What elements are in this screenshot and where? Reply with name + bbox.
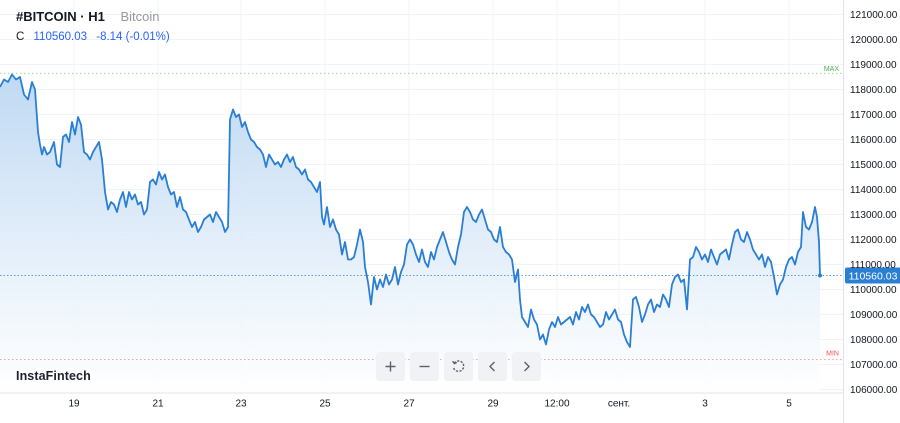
scroll-left-button[interactable] — [478, 352, 507, 381]
zoom-out-button[interactable] — [410, 352, 439, 381]
x-tick-label: 27 — [403, 399, 415, 410]
y-tick-label: 118000.00 — [850, 85, 897, 96]
reset-button[interactable] — [444, 352, 473, 381]
y-axis: 121000.00 120000.00 119000.00 118000.00 1170… — [850, 10, 898, 396]
symbol-description: Bitcoin — [120, 9, 160, 24]
chevron-right-icon — [524, 361, 530, 372]
price-area — [0, 74, 820, 393]
x-tick-label: 5 — [786, 399, 792, 410]
ohlc-readout: C 110560.03 -8.14 (-0.01%) — [16, 31, 170, 43]
reset-icon — [452, 360, 465, 373]
y-tick-label: 115000.00 — [850, 160, 897, 171]
x-tick-label: 12:00 — [544, 399, 569, 410]
y-tick-label: 120000.00 — [850, 35, 898, 46]
price-change: -8.14 (-0.01%) — [96, 31, 170, 43]
y-tick-label: 110000.00 — [850, 285, 897, 296]
x-axis: 19 21 23 25 27 29 12:00 сент. 3 5 — [68, 399, 792, 410]
x-tick-label: 25 — [319, 399, 331, 410]
y-tick-label: 111000.00 — [850, 260, 896, 271]
zoom-in-button[interactable] — [376, 352, 405, 381]
x-tick-label: 21 — [152, 399, 164, 410]
chart-header: #BITCOIN · H1 Bitcoin — [16, 9, 160, 24]
close-value: 110560.03 — [33, 31, 88, 43]
y-tick-label: 114000.00 — [850, 185, 897, 196]
y-tick-label: 116000.00 — [850, 135, 897, 146]
brand-logo: InstaFintech — [16, 369, 91, 383]
chart-toolbar — [376, 352, 541, 381]
y-tick-label: 109000.00 — [850, 310, 898, 321]
plus-icon — [385, 361, 396, 372]
last-price-badge — [845, 267, 900, 284]
y-tick-label: 106000.00 — [850, 385, 898, 396]
x-tick-label: 19 — [68, 399, 80, 410]
x-tick-label: сент. — [608, 399, 630, 410]
close-label: C — [16, 31, 25, 43]
y-tick-label: 107000.00 — [850, 360, 898, 371]
last-price-dot — [818, 273, 822, 278]
x-tick-label: 3 — [702, 399, 708, 410]
x-tick-label: 29 — [487, 399, 499, 410]
y-tick-label: 119000.00 — [850, 60, 897, 71]
y-tick-label: 121000.00 — [850, 10, 898, 21]
x-tick-label: 23 — [235, 399, 247, 410]
y-tick-label: 112000.00 — [850, 235, 897, 246]
y-tick-label: 117000.00 — [850, 110, 897, 121]
scroll-right-button[interactable] — [512, 352, 541, 381]
max-label: MAX — [824, 66, 840, 73]
y-tick-label: 108000.00 — [850, 335, 898, 346]
chevron-left-icon — [489, 361, 495, 372]
last-price-label: 110560.03 — [849, 270, 898, 282]
minus-icon — [419, 365, 430, 368]
symbol-label: #BITCOIN · H1 — [16, 9, 105, 24]
y-tick-label: 113000.00 — [850, 210, 897, 221]
price-line — [0, 73, 821, 348]
min-label: MIN — [826, 351, 839, 358]
